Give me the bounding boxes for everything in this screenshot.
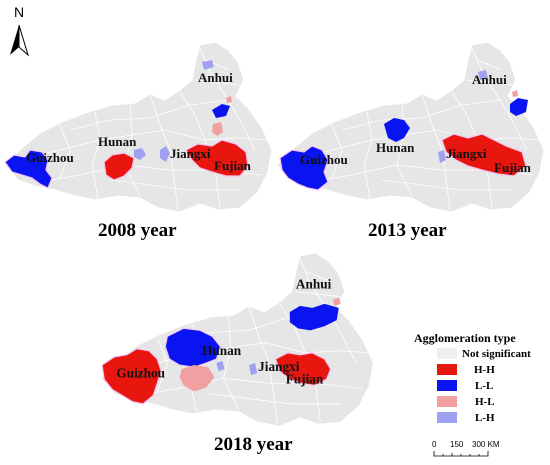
label-fujian-2008: Fujian	[214, 158, 252, 173]
cluster-hl-anhui-2008	[226, 96, 232, 103]
label-anhui-2013: Anhui	[472, 72, 507, 87]
cluster-hl-anhui-2013	[512, 90, 518, 97]
cluster-ll-hunan-2013	[384, 118, 410, 142]
cluster-hh-guizhou-2018	[101, 348, 162, 405]
legend-swatch-lh	[437, 412, 457, 423]
cluster-hl-hunan-2018	[179, 365, 215, 392]
north-arrow: N	[10, 4, 29, 57]
label-guizhou-2013: Guizhou	[300, 152, 348, 167]
north-arrow-left-half	[10, 25, 19, 55]
panel-title-2013: 2013 year	[368, 220, 447, 241]
cluster-lh-anhui-2013	[478, 70, 488, 80]
label-anhui-2008: Anhui	[198, 70, 233, 85]
legend-label-not-significant: Not significant	[462, 348, 531, 360]
cluster-ll-anhui-2018	[289, 303, 339, 331]
panel-title-2008: 2008 year	[98, 220, 177, 241]
legend-label-lh: L-H	[475, 412, 495, 424]
label-fujian-2013: Fujian	[494, 160, 532, 175]
map-panel-2008: Guizhou Hunan Jiangxi Fujian Anhui 2008 …	[4, 41, 273, 241]
cluster-lh-hunan-2018	[216, 360, 225, 372]
legend-label-hl: H-L	[475, 396, 495, 408]
cluster-hl-jiangxi-2008	[212, 122, 223, 136]
cluster-ll-anhui-2013	[510, 98, 528, 116]
scale-tick-300: 300 KM	[472, 440, 500, 449]
legend-label-hh: H-H	[474, 364, 495, 376]
legend-title: Agglomeration type	[414, 331, 516, 345]
legend: Agglomeration type Not significant H-H L…	[414, 331, 531, 424]
cluster-lh-anhui-2008	[202, 60, 214, 70]
map-panel-2013: Guizhou Hunan Jiangxi Fujian Anhui 2013 …	[276, 41, 545, 241]
cluster-lh-jiangxi-2018	[249, 363, 258, 376]
label-jiangxi-2013: Jiangxi	[446, 146, 487, 161]
cluster-lh-jiangxi-2013	[438, 150, 446, 163]
legend-label-ll: L-L	[475, 380, 493, 392]
cluster-ll-guizhou-2008	[4, 149, 53, 189]
label-jiangxi-2008: Jiangxi	[170, 146, 211, 161]
cluster-hh-jiangxi-2018	[274, 352, 332, 387]
cluster-lh-hunan-2008	[134, 148, 146, 160]
label-anhui-2018: Anhui	[296, 277, 332, 292]
label-fujian-2018: Fujian	[286, 371, 324, 386]
legend-swatch-hh	[437, 364, 457, 375]
label-jiangxi-2018: Jiangxi	[258, 359, 300, 374]
cluster-ll-anhui-2008	[212, 104, 230, 118]
cluster-hh-fujian-2008	[185, 139, 249, 177]
legend-swatch-ll	[437, 380, 457, 391]
label-guizhou-2018: Guizhou	[116, 365, 165, 380]
cluster-hl-anhui-2018	[332, 297, 341, 306]
north-label: N	[14, 4, 24, 20]
cluster-hh-hunan-2008	[103, 152, 135, 181]
label-hunan-2008: Hunan	[98, 134, 137, 149]
cluster-ll-hunan-2018	[164, 327, 222, 368]
map-panel-2018: Guizhou Hunan Jiangxi Fujian Anhui	[100, 252, 374, 427]
north-arrow-right-half	[18, 24, 29, 57]
scale-bar-line	[433, 451, 489, 457]
label-hunan-2018: Hunan	[202, 343, 242, 358]
scale-bar: 0 150 300 KM	[432, 440, 500, 457]
panel-title-2018: 2018 year	[214, 434, 293, 455]
cluster-hh-jiangxi-2013	[441, 133, 527, 177]
label-hunan-2013: Hunan	[376, 140, 415, 155]
cluster-lh-jiangxi-2008	[160, 146, 170, 162]
label-guizhou-2008: Guizhou	[26, 150, 74, 165]
cluster-ll-guizhou-2013	[279, 145, 329, 191]
scale-tick-0: 0	[432, 440, 437, 449]
scale-tick-150: 150	[450, 440, 464, 449]
legend-swatch-hl	[437, 396, 457, 407]
legend-swatch-not-significant	[437, 348, 457, 359]
